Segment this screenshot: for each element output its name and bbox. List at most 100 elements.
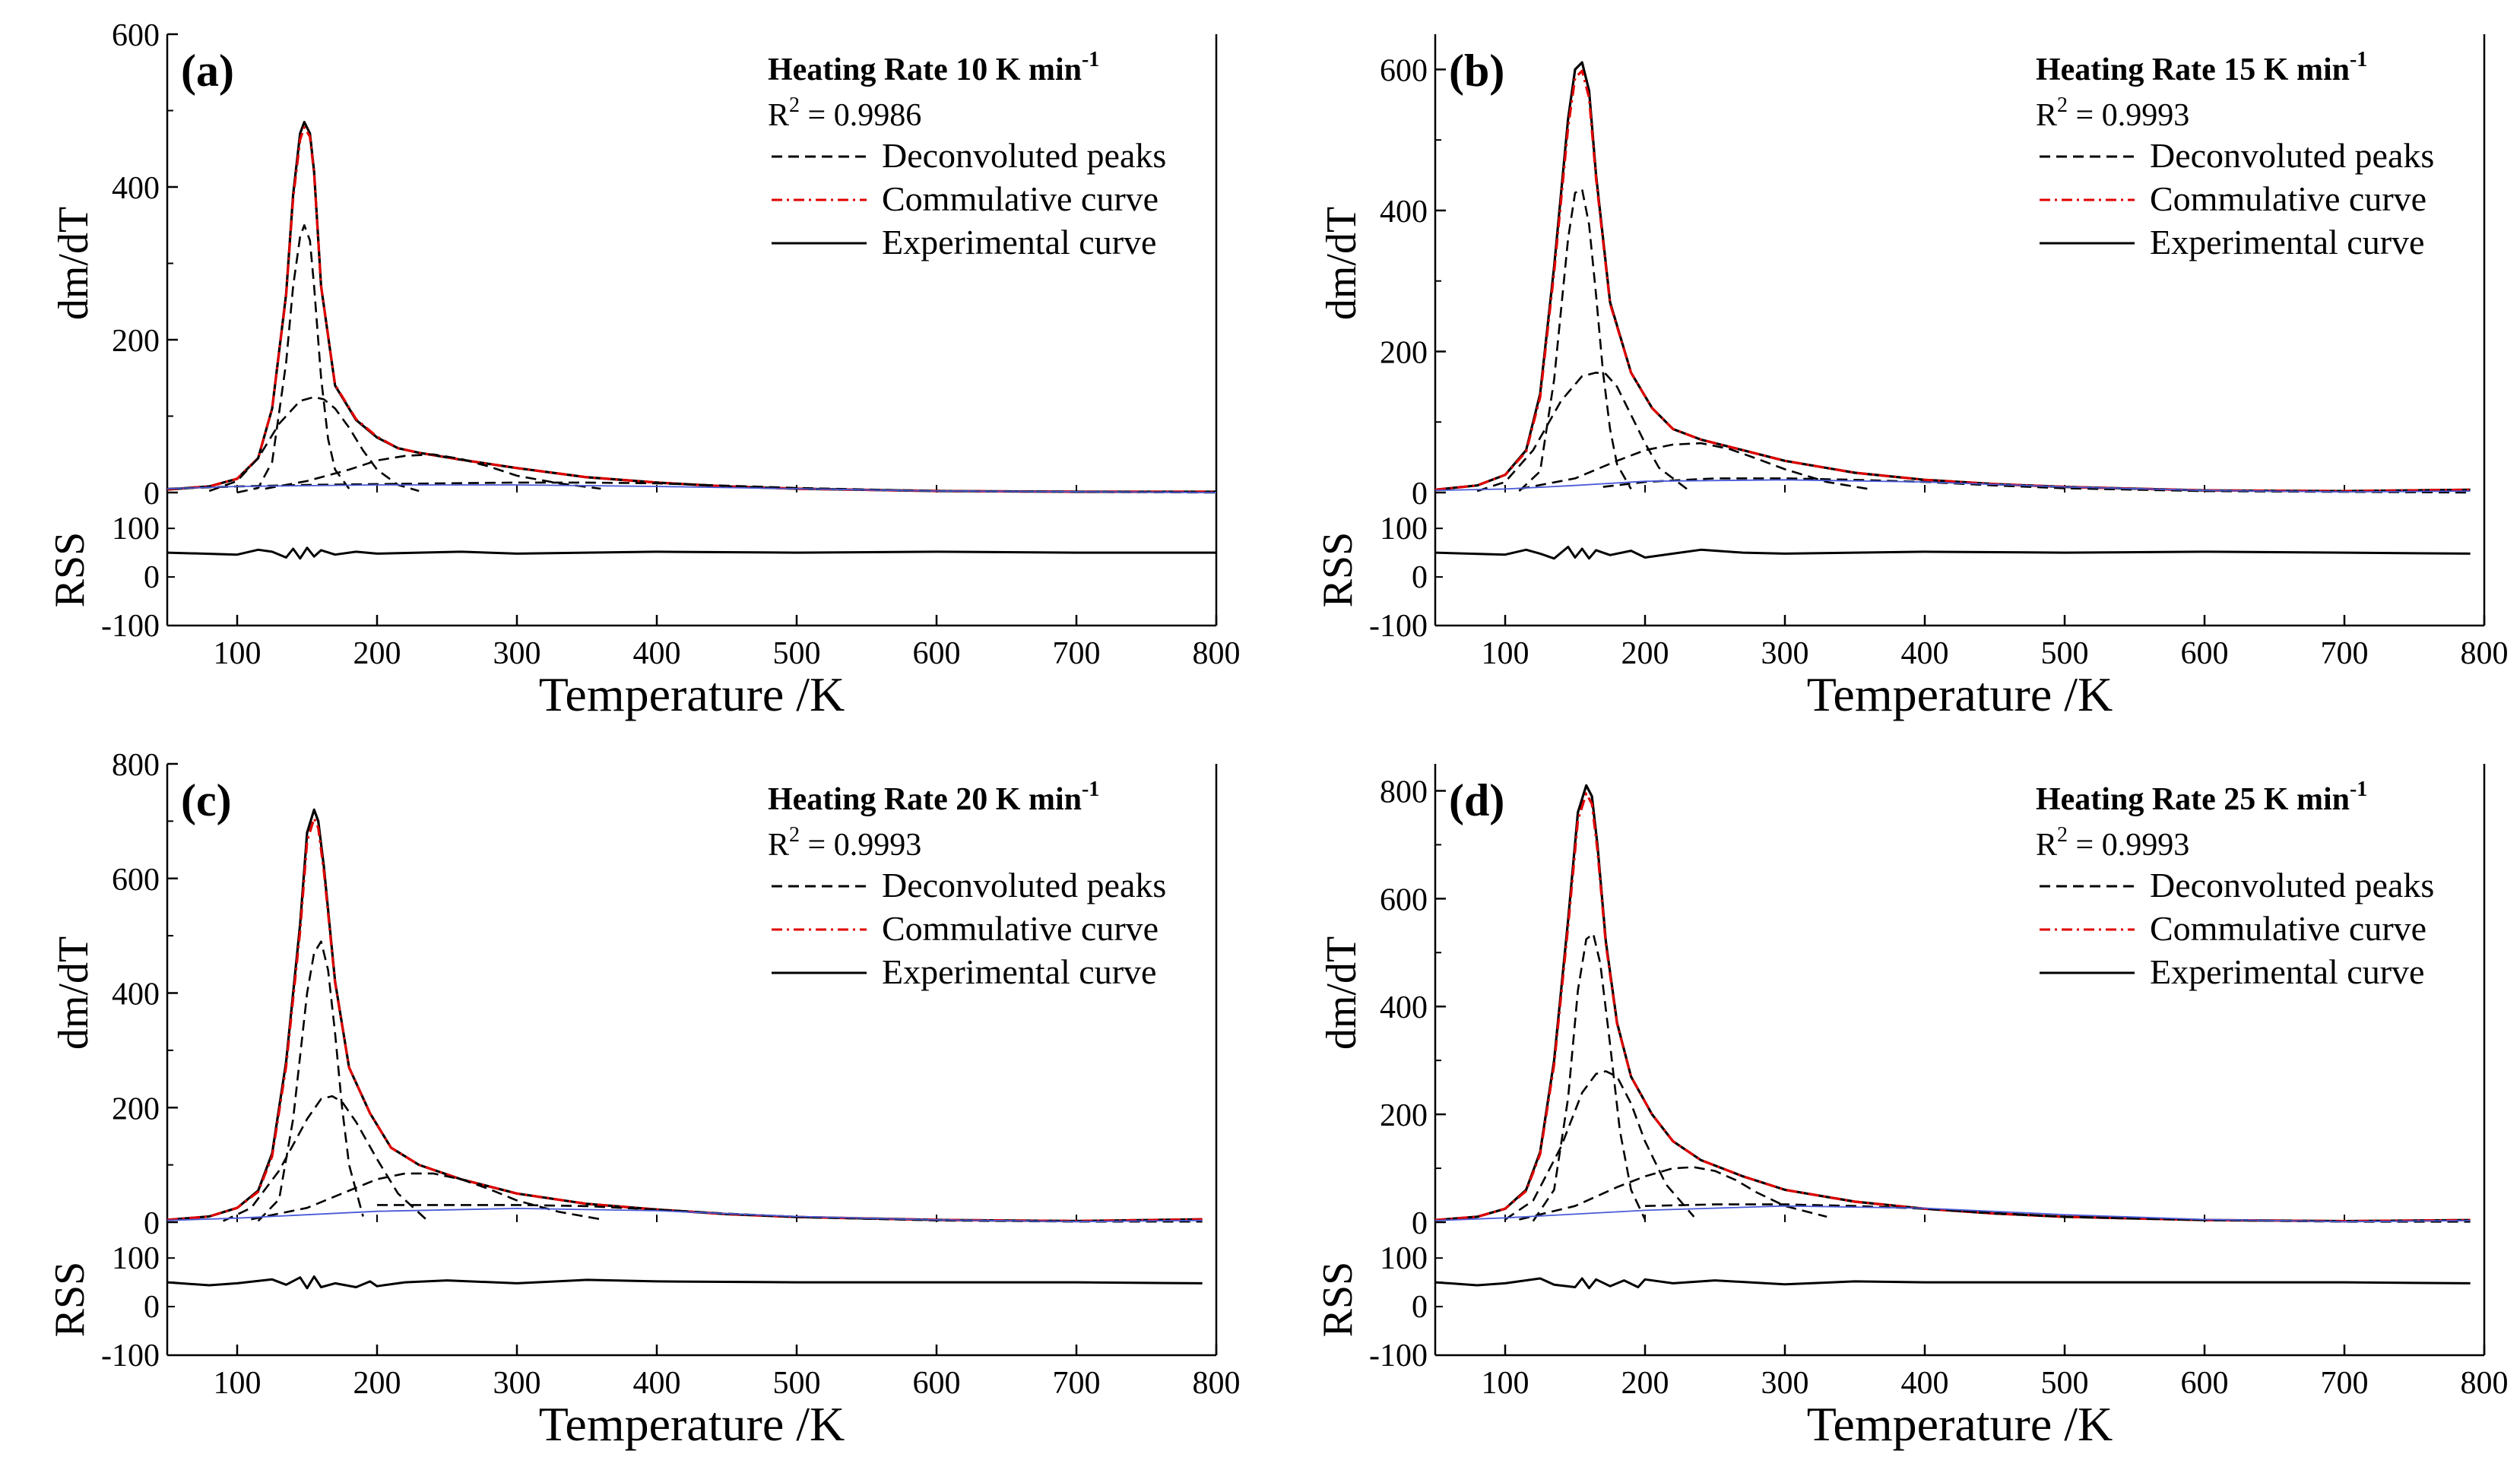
series-deconvoluted-peak-3: [1519, 442, 1869, 490]
legend-entry: Deconvoluted peaks: [882, 866, 1166, 904]
x-tick-label: 100: [1482, 636, 1529, 671]
chart-title-sup: -1: [1082, 778, 1099, 801]
chart-title-text: Heating Rate 15 K min: [2036, 52, 2350, 87]
x-axis-label: Temperature /K: [539, 1397, 845, 1451]
series-deconvoluted-peak-1: [1518, 188, 1632, 493]
x-tick-label: 600: [913, 1366, 961, 1401]
series-commulative-curve: [1434, 792, 2471, 1223]
y-tick-label: 200: [1380, 335, 1428, 370]
series-deconvoluted-peak-3: [265, 453, 601, 490]
x-tick-label: 400: [633, 1366, 681, 1401]
x-axis-label: Temperature /K: [1807, 667, 2113, 721]
r-squared: R2 = 0.9993: [2036, 93, 2189, 133]
legend-entry: Experimental curve: [2150, 223, 2424, 261]
series-rss: [1434, 1277, 2471, 1290]
y-tick-label: 400: [112, 977, 160, 1012]
rss-tick-label: 100: [112, 1241, 160, 1276]
x-tick-label: 500: [773, 636, 821, 671]
panel-label: (a): [181, 46, 234, 96]
r-squared-value: = 0.9993: [2068, 828, 2189, 863]
r-squared-sup: 2: [2057, 93, 2068, 117]
y-tick-label: 400: [1380, 195, 1428, 230]
series-deconvoluted-peak-4: [1644, 1203, 2471, 1223]
series-rss: [166, 1275, 1203, 1290]
rss-tick-label: 100: [112, 512, 160, 546]
series-deconvoluted-peak-2: [223, 1094, 427, 1222]
x-axis-label: Temperature /K: [539, 667, 845, 721]
x-tick-label: 100: [214, 636, 262, 671]
series-baseline: [166, 1208, 1203, 1223]
rss-tick-label: -100: [101, 1338, 160, 1373]
y-tick-label: 400: [1380, 990, 1428, 1025]
rss-tick-label: -100: [101, 609, 160, 644]
x-tick-label: 100: [1482, 1366, 1529, 1401]
y-axis-label: dm/dT: [1318, 936, 1365, 1050]
series-deconvoluted-peak-4: [377, 1204, 1203, 1223]
series-deconvoluted-peak-1: [236, 223, 350, 494]
rss-tick-label: 0: [1412, 1290, 1428, 1325]
legend-entry: Commulative curve: [2150, 909, 2426, 948]
x-tick-label: 300: [493, 1366, 541, 1401]
r-squared: R2 = 0.9986: [768, 93, 921, 133]
x-tick-label: 400: [633, 636, 681, 671]
x-tick-label: 200: [1621, 636, 1669, 671]
series-baseline: [1434, 479, 2471, 493]
x-tick-label: 700: [2321, 1366, 2369, 1401]
series-deconvoluted-peak-2: [1504, 1070, 1695, 1221]
rss-tick-label: -100: [1369, 609, 1428, 644]
x-tick-label: 600: [913, 636, 961, 671]
y-tick-label: 600: [1380, 882, 1428, 917]
chart-title-text: Heating Rate 25 K min: [2036, 782, 2350, 817]
series-baseline: [1434, 1205, 2471, 1223]
x-tick-label: 800: [1193, 636, 1241, 671]
series-baseline: [166, 484, 1217, 493]
y-tick-label: 0: [1412, 477, 1428, 512]
y-tick-label: 0: [144, 1206, 160, 1241]
r-squared-value: = 0.9986: [800, 98, 921, 133]
chart-title-text: Heating Rate 20 K min: [768, 782, 1082, 817]
x-tick-label: 400: [1901, 1366, 1949, 1401]
x-tick-label: 500: [2041, 636, 2089, 671]
y-axis-label: dm/dT: [1318, 207, 1365, 320]
x-tick-label: 200: [353, 636, 401, 671]
r-squared-base: R: [2036, 828, 2057, 863]
x-tick-label: 300: [493, 636, 541, 671]
series-experimental-curve: [1434, 61, 2471, 493]
chart-title-sup: -1: [2350, 48, 2367, 71]
legend-entry: Deconvoluted peaks: [2150, 136, 2434, 175]
legend-entry: Commulative curve: [882, 179, 1159, 218]
y-tick-label: 0: [1412, 1206, 1428, 1241]
x-tick-label: 200: [353, 1366, 401, 1401]
r-squared: R2 = 0.9993: [768, 823, 921, 863]
y-tick-label: 600: [112, 863, 160, 898]
chart-title: Heating Rate 25 K min-1: [2036, 778, 2367, 817]
rss-tick-label: 0: [144, 1290, 160, 1325]
legend-entry: Deconvoluted peaks: [2150, 866, 2434, 904]
rss-tick-label: -100: [1369, 1338, 1428, 1373]
series-commulative-curve: [1434, 69, 2471, 493]
legend-entry: Deconvoluted peaks: [882, 136, 1166, 175]
x-tick-label: 300: [1761, 1366, 1809, 1401]
legend-entry: Experimental curve: [882, 223, 1156, 261]
chart-title-text: Heating Rate 10 K min: [768, 52, 1082, 87]
chart-title: Heating Rate 15 K min-1: [2036, 48, 2367, 87]
rss-tick-label: 0: [1412, 560, 1428, 595]
series-rss: [1434, 546, 2471, 560]
legend-entry: Experimental curve: [882, 952, 1156, 991]
series-deconvoluted-peak-2: [1476, 371, 1688, 493]
series-commulative-curve: [166, 126, 1216, 493]
series-deconvoluted-peak-2: [208, 396, 420, 493]
x-tick-label: 800: [2461, 636, 2509, 671]
rss-tick-label: 100: [1380, 512, 1428, 546]
x-tick-label: 800: [2461, 1366, 2509, 1401]
x-tick-label: 400: [1901, 636, 1949, 671]
panel-label: (c): [181, 775, 232, 825]
y-tick-label: 0: [144, 477, 160, 512]
chart-title-sup: -1: [2350, 778, 2367, 801]
y-axis-label: dm/dT: [50, 936, 97, 1050]
